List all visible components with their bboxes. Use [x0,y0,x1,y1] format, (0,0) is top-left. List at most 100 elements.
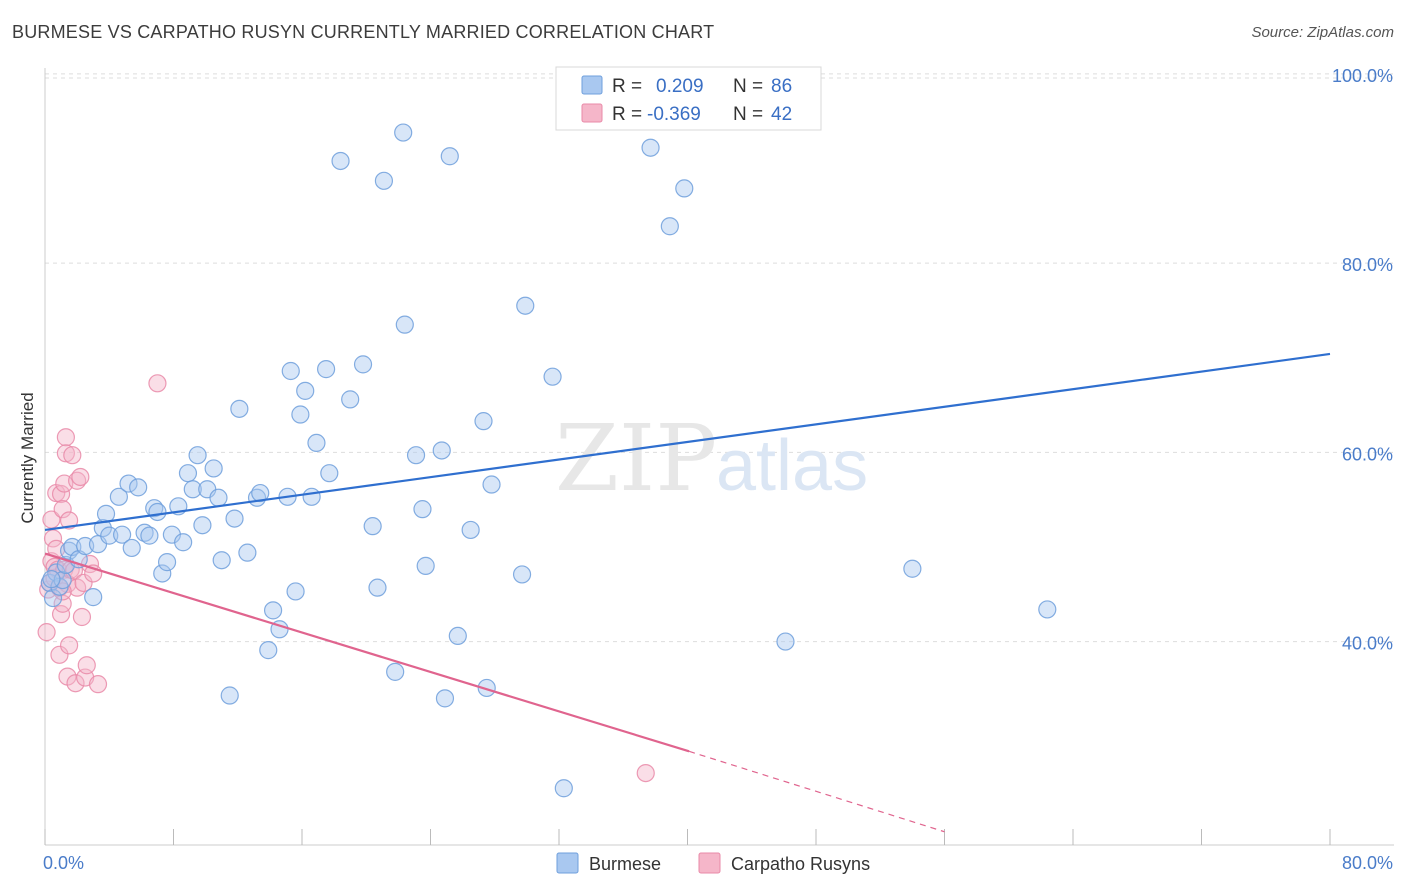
burmese-point [193,516,212,535]
burmese-point [178,464,198,483]
burmese-point [122,538,141,558]
burmese-point [188,446,207,465]
burmese-point [320,464,339,483]
burmese-point [183,480,202,499]
burmese-point [432,441,451,460]
y-tick-label: 40.0% [1342,634,1393,654]
burmese-point [416,556,435,575]
burmese-point [84,588,103,607]
bottom-legend-burmese: Burmese [589,854,661,874]
burmese-point [148,502,167,522]
rusyn-point [72,607,92,627]
burmese-point [368,578,387,597]
axes [44,68,1394,846]
x-tick-labels: 0.0% 80.0% [43,853,1393,873]
burmese-point [112,525,132,544]
burmese-point [307,433,326,453]
burmese-point [174,533,193,552]
burmese-point [204,459,223,478]
chart-title: BURMESE VS CARPATHO RUSYN CURRENTLY MARR… [12,22,715,42]
rusyn-point [63,446,82,465]
rusyn-point [53,594,72,613]
burmese-point [220,686,239,705]
y-tick-labels: 40.0% 60.0% 80.0% 100.0% [1332,66,1393,654]
burmese-point [482,475,501,494]
burmese-point [100,526,119,545]
rusyn-point [77,656,96,675]
burmese-point [153,564,172,583]
rusyn-point [74,573,93,593]
bottom-legend-swatch-rusyn [698,852,721,874]
rusyn-point [51,484,71,504]
burmese-point [413,500,432,519]
burmese-point [363,517,382,536]
watermark: ZIP atlas [555,405,868,512]
legend-n-value-burmese: 86 [771,76,792,97]
legend-swatch-burmese [581,75,603,95]
burmese-point [477,678,496,698]
series-burmese-points [40,123,1057,798]
rusyn-point [37,623,56,642]
legend-r-label-rusyn: R = [612,104,642,125]
burmese-point [440,147,459,166]
burmese-point [140,526,159,545]
burmese-point [135,523,154,542]
burmese-point [461,520,480,540]
burmese-point [238,543,257,562]
burmese-point [386,662,405,681]
burmese-point [435,689,455,708]
burmese-point [209,488,228,507]
y-tick-label: 60.0% [1342,444,1393,464]
burmese-point [109,487,128,506]
burmese-point [316,360,336,379]
bottom-legend-rusyn: Carpatho Rusyns [731,854,870,874]
burmese-point [543,367,562,386]
burmese-point [302,487,321,506]
legend-n-label-burmese: N = [733,76,763,97]
bottom-legend-swatch-burmese [556,852,579,874]
burmese-point [641,138,660,157]
burmese-point [474,412,493,431]
trend-line-burmese [44,352,1331,532]
watermark-zip: ZIP [555,405,717,512]
burmese-point [448,626,467,646]
burmese-point [259,641,278,660]
burmese-point [263,601,283,620]
burmese-point [43,588,63,608]
burmese-point [331,151,350,171]
burmese-point [341,390,360,409]
burmese-point [516,296,535,315]
series-carpatho-rusyns-points [37,374,655,783]
burmese-point [406,446,426,465]
trend-line-rusyn-extension [688,750,945,833]
rusyn-point [56,444,75,463]
legend-swatch-rusyn [581,103,603,123]
burmese-point [395,315,414,334]
trend-lines [44,352,1331,833]
burmese-point [374,171,394,190]
burmese-point [903,559,922,578]
burmese-point [225,509,244,528]
rusyn-point [88,675,108,694]
x-tick-label: 80.0% [1342,853,1393,873]
legend-r-label-burmese: R = [612,76,642,97]
burmese-point [230,399,249,418]
burmese-point [286,582,305,601]
bottom-legend: Burmese Carpatho Rusyns [556,852,870,874]
burmese-point [157,553,177,572]
legend: R = 0.209 N = 86 R = -0.369 N = 42 [555,66,822,131]
burmese-point [296,381,315,400]
burmese-point [42,570,61,589]
rusyn-point [43,529,63,548]
legend-n-label-rusyn: N = [733,104,763,125]
burmese-point [119,474,138,493]
rusyn-point [66,674,85,693]
burmese-point [281,361,300,381]
trend-line-rusyn [44,552,690,753]
rusyn-point [59,636,79,655]
y-tick-label: 100.0% [1332,66,1393,86]
rusyn-point [71,467,90,487]
burmese-point [129,478,148,497]
rusyn-point [53,500,72,519]
